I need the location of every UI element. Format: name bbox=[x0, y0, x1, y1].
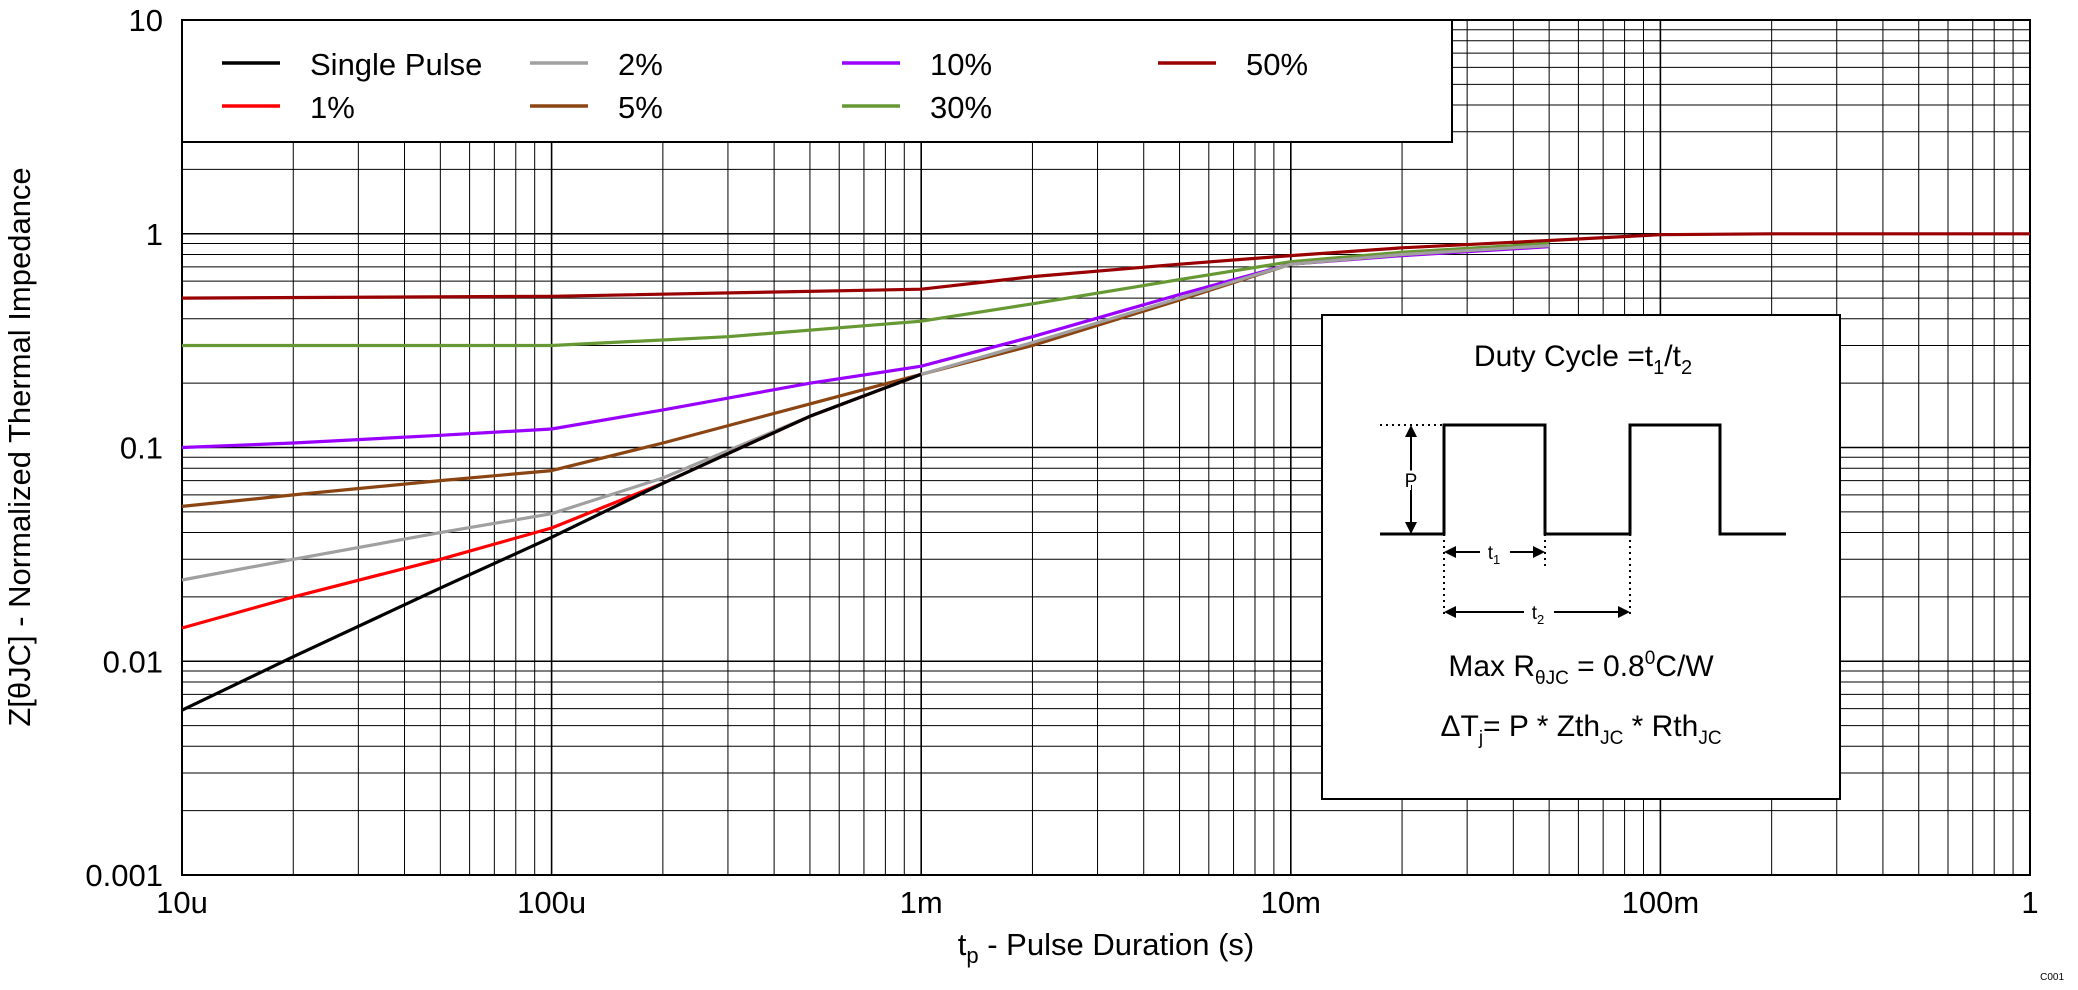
t2-arrow-right-head bbox=[1618, 606, 1630, 618]
max-resistance-text: Max RθJC = 0.80C/W bbox=[1448, 648, 1714, 689]
y-axis-ticks: 0.001 0.01 0.1 1 10 bbox=[85, 3, 163, 893]
legend-label-5-: 5% bbox=[618, 90, 663, 125]
series-line-30- bbox=[182, 241, 1550, 348]
x-tick-label: 10m bbox=[1261, 885, 1321, 920]
x-axis-title-sub: p bbox=[966, 943, 978, 968]
y-tick-label: 0.001 bbox=[85, 858, 163, 893]
legend: Single Pulse 1% 2% 5% 10% 30% 50% bbox=[181, 19, 1453, 143]
series-lines bbox=[181, 232, 2030, 712]
legend-label-30-: 30% bbox=[930, 90, 992, 125]
t2-arrow-left-head bbox=[1444, 606, 1456, 618]
pulse-waveform bbox=[1380, 423, 1786, 536]
series-line-single-pulse bbox=[181, 372, 922, 712]
y-axis-title: Z[θJC] - Normalized Thermal Impedance bbox=[2, 167, 37, 726]
x-tick-label: 100m bbox=[1622, 885, 1700, 920]
legend-label-10-: 10% bbox=[930, 47, 992, 82]
y-tick-label: 10 bbox=[129, 3, 163, 38]
p-label: P bbox=[1405, 471, 1418, 492]
duty-cycle-formula: Duty Cycle =t1/t2 bbox=[1474, 340, 1692, 379]
legend-label-1-: 1% bbox=[310, 90, 355, 125]
x-tick-label: 1 bbox=[2021, 885, 2038, 920]
t1-label: t1 bbox=[1488, 543, 1501, 567]
t1-arrow-left-head bbox=[1444, 546, 1456, 558]
x-tick-label: 1m bbox=[900, 885, 943, 920]
t1-arrow-right-head bbox=[1533, 546, 1545, 558]
t1-label-bg bbox=[1480, 537, 1510, 565]
x-axis-title-rest: - Pulse Duration (s) bbox=[979, 927, 1255, 962]
legend-label-single-pulse: Single Pulse bbox=[310, 47, 482, 82]
delta-tj-formula: ΔTj= P * ZthJC * RthJC bbox=[1440, 710, 1721, 749]
t2-label-bg bbox=[1524, 595, 1554, 627]
y-tick-label: 1 bbox=[146, 217, 163, 252]
x-axis-title: tp - Pulse Duration (s) bbox=[958, 927, 1255, 968]
series-line-50- bbox=[181, 232, 2030, 300]
p-arrow-up-head bbox=[1405, 425, 1417, 437]
y-tick-label: 0.1 bbox=[120, 431, 163, 466]
x-axis-ticks: 10u 100u 1m 10m 100m 1 bbox=[156, 885, 2038, 920]
x-tick-label: 10u bbox=[156, 885, 208, 920]
inset-box bbox=[1321, 314, 1841, 800]
x-axis-title-main: t bbox=[958, 927, 967, 962]
figure-id: C001 bbox=[2040, 972, 2064, 983]
x-tick-label: 100u bbox=[517, 885, 586, 920]
p-arrow-down-head bbox=[1405, 522, 1417, 534]
legend-box bbox=[181, 19, 1453, 143]
duty-cycle-inset: Duty Cycle =t1/t2 P t1 t2 Max RθJC = 0.8… bbox=[1321, 314, 1841, 800]
legend-label-2-: 2% bbox=[618, 47, 663, 82]
t2-label: t2 bbox=[1532, 603, 1545, 627]
y-tick-label: 0.01 bbox=[103, 644, 163, 679]
legend-label-50-: 50% bbox=[1246, 47, 1308, 82]
